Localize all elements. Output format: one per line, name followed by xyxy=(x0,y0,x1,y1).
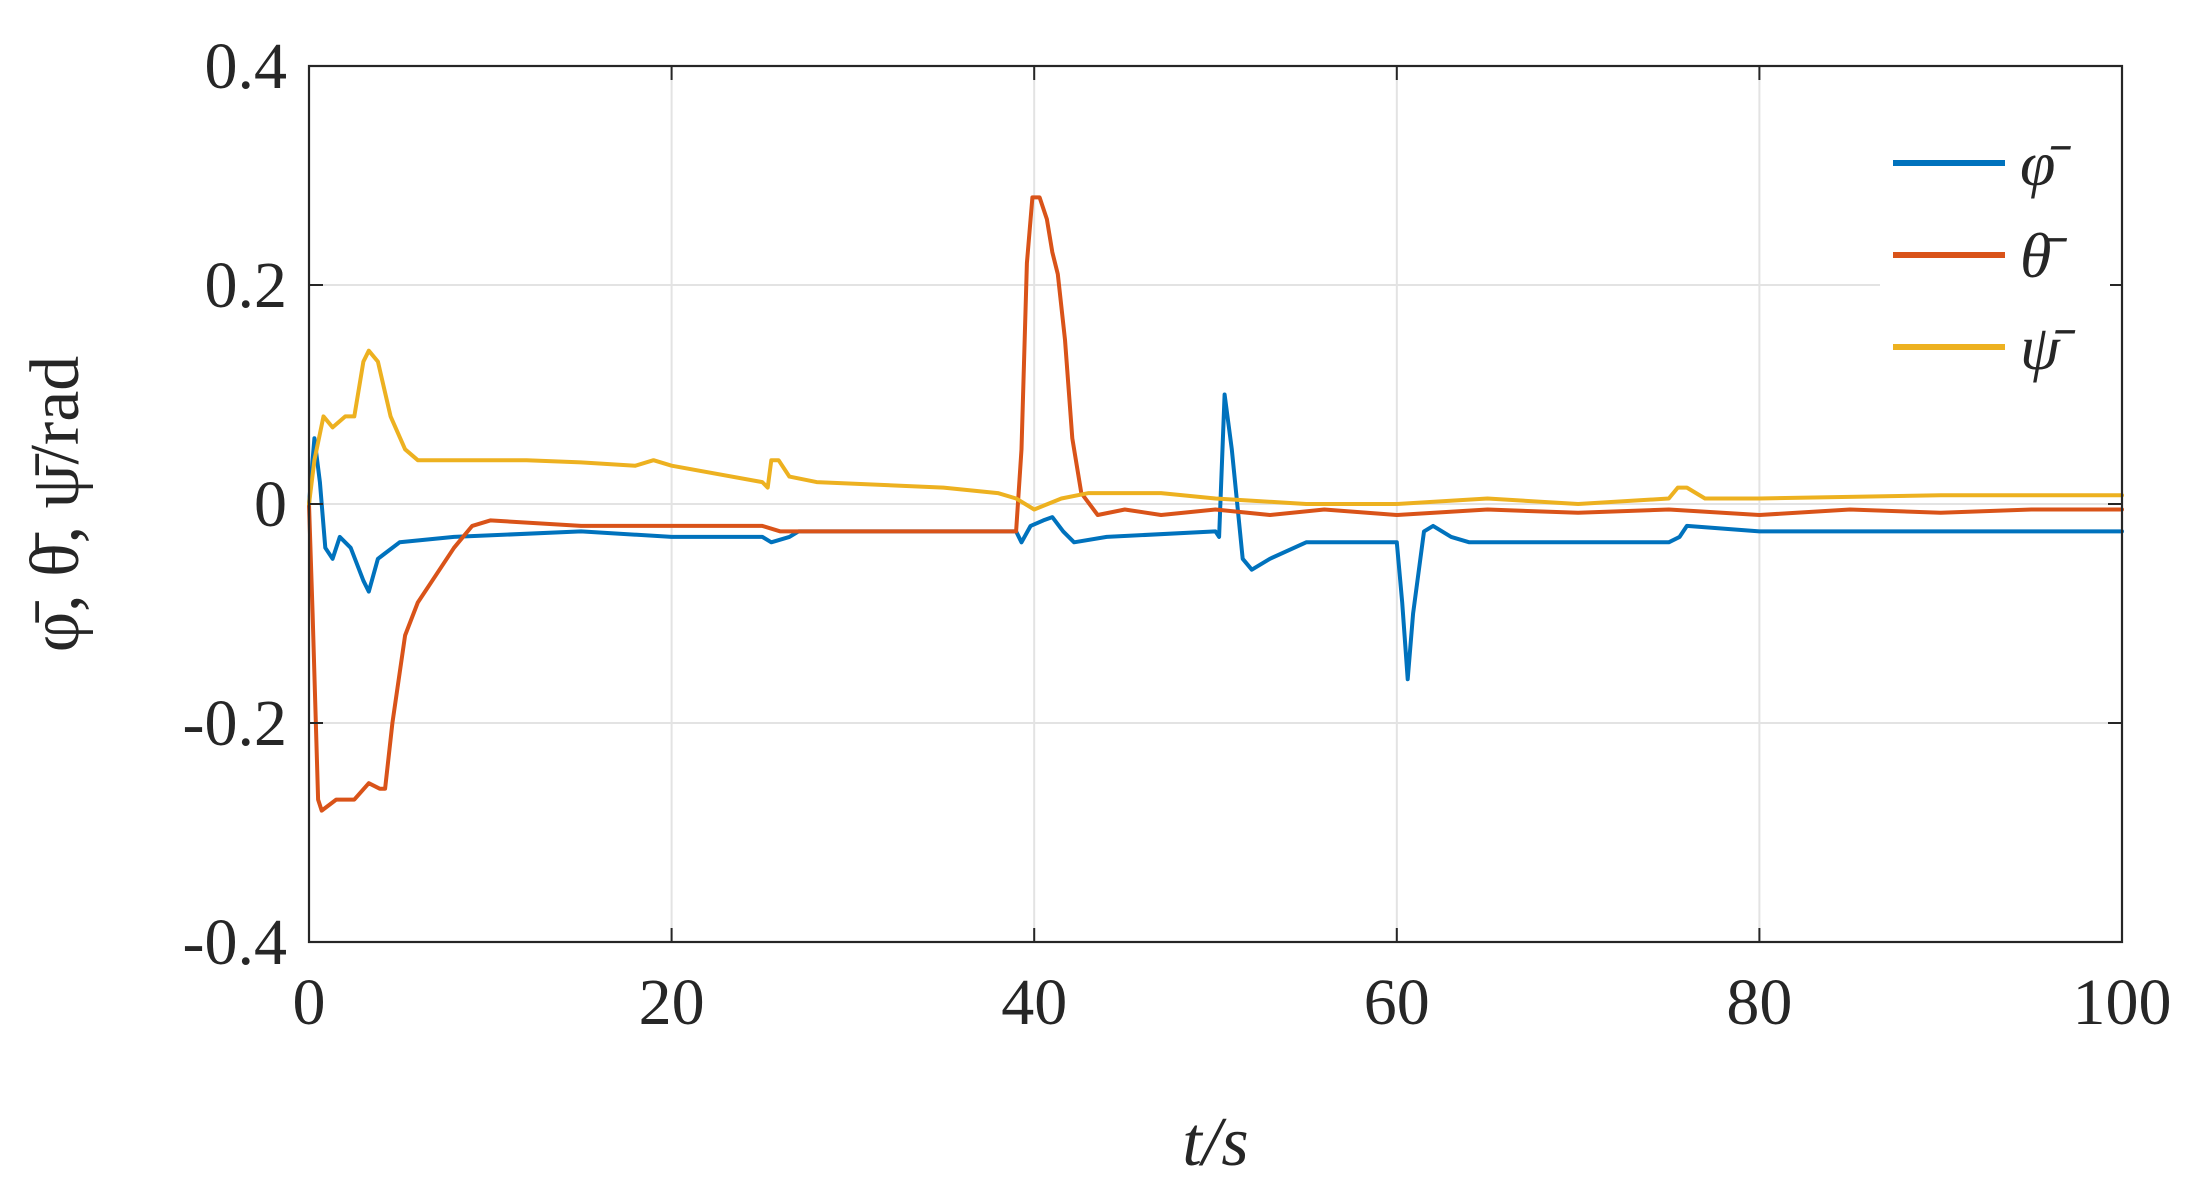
x-tick-label: 40 xyxy=(1001,966,1067,1039)
series-line-1 xyxy=(307,195,2124,813)
series-line-2 xyxy=(307,348,2124,512)
y-tick-label: -0.4 xyxy=(183,906,287,979)
series-line-0 xyxy=(307,392,2124,682)
y-axis-label: φ̄, θ̄, ψ̄/rad xyxy=(17,356,94,653)
x-tick-label: 100 xyxy=(2073,966,2172,1039)
x-tick-label: 60 xyxy=(1364,966,1430,1039)
x-tick-label: 20 xyxy=(639,966,705,1039)
y-ticks: 0.4 0.2 0 -0.2 -0.4 xyxy=(183,30,2122,979)
y-tick-label: 0 xyxy=(254,468,287,541)
x-ticks: 0 20 40 60 80 100 xyxy=(293,66,2172,1039)
y-tick-label: -0.2 xyxy=(183,687,287,760)
legend: φ̄θ̄ψ̄ xyxy=(1880,108,2110,408)
y-tick-label: 0.2 xyxy=(205,249,288,322)
series-lines xyxy=(307,195,2124,813)
grid xyxy=(308,65,2123,943)
x-axis-label: t/s xyxy=(1182,1104,1248,1181)
y-tick-label: 0.4 xyxy=(205,30,288,103)
x-tick-label: 80 xyxy=(1726,966,1792,1039)
x-tick-label: 0 xyxy=(293,966,326,1039)
